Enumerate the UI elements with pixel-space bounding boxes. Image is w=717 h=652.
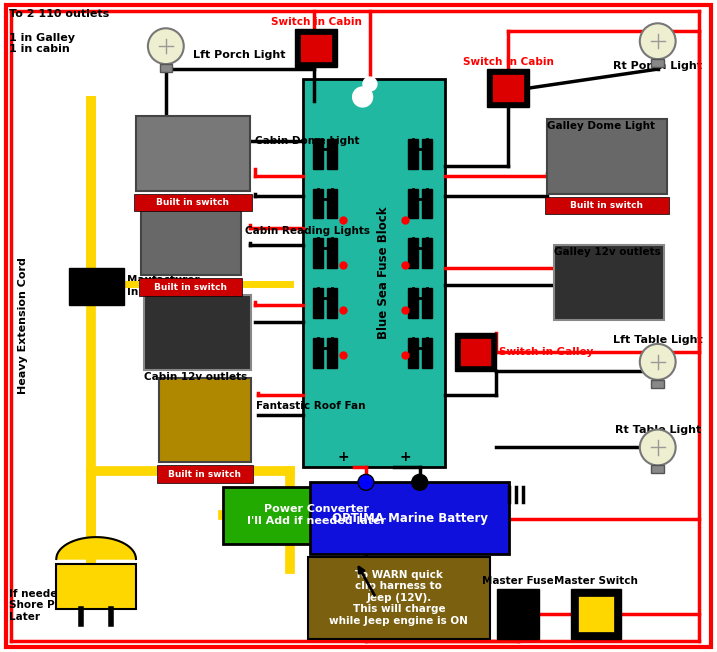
Text: To WARN quick
clip harness to
Jeep (12V).
This will charge
while Jeep engine is : To WARN quick clip harness to Jeep (12V)… — [329, 570, 468, 626]
Bar — [547, 119, 667, 194]
Bar — [571, 589, 621, 639]
Circle shape — [640, 344, 675, 379]
Text: Maufacturer
In Line Fuse: Maufacturer In Line Fuse — [127, 275, 199, 297]
Bar — [300, 35, 332, 62]
Bar — [327, 288, 337, 318]
Bar — [310, 482, 509, 554]
Bar — [313, 288, 323, 318]
Text: Switch in Galley: Switch in Galley — [500, 347, 594, 357]
Bar — [422, 288, 432, 318]
Bar — [295, 29, 337, 67]
Bar — [408, 239, 418, 268]
Bar — [313, 188, 323, 218]
Bar — [498, 589, 539, 639]
Text: Rt Porch Light: Rt Porch Light — [613, 61, 702, 71]
Text: +: + — [399, 451, 411, 464]
Bar — [488, 69, 529, 107]
Bar — [303, 79, 445, 467]
Text: Fantastic Roof Fan: Fantastic Roof Fan — [257, 401, 366, 411]
Text: Switch in Cabin: Switch in Cabin — [463, 57, 554, 67]
Bar — [493, 74, 524, 102]
Bar — [157, 466, 253, 483]
Text: +: + — [364, 77, 376, 91]
Bar — [652, 59, 664, 67]
Bar — [554, 245, 664, 320]
Bar — [422, 139, 432, 169]
Text: Master Switch: Master Switch — [554, 576, 638, 586]
Bar — [70, 268, 124, 305]
Bar — [159, 378, 252, 462]
Text: Power Converter
I'll Add if needed later: Power Converter I'll Add if needed later — [247, 505, 386, 526]
Circle shape — [358, 475, 374, 490]
Bar — [313, 139, 323, 169]
Text: Built in switch: Built in switch — [571, 201, 643, 210]
Text: Lft Table Light: Lft Table Light — [613, 335, 703, 345]
Bar — [136, 116, 250, 190]
Bar — [545, 196, 669, 215]
Text: Lft Porch Light: Lft Porch Light — [193, 50, 285, 60]
Circle shape — [148, 28, 184, 64]
Bar — [313, 239, 323, 268]
Bar — [652, 466, 664, 473]
Bar — [308, 557, 490, 639]
Bar — [222, 487, 410, 544]
Bar — [327, 239, 337, 268]
Text: To 2 110 outlets

1 in Galley
1 in cabin: To 2 110 outlets 1 in Galley 1 in cabin — [9, 9, 110, 54]
Bar — [160, 64, 172, 72]
Text: Built in switch: Built in switch — [156, 198, 229, 207]
Bar — [422, 188, 432, 218]
Bar — [652, 379, 664, 388]
Bar — [327, 338, 337, 368]
Bar — [313, 338, 323, 368]
Text: OPTIMA Marine Battery: OPTIMA Marine Battery — [332, 512, 488, 525]
Text: Built in switch: Built in switch — [154, 283, 227, 291]
Text: Blue Sea Fuse Block: Blue Sea Fuse Block — [377, 207, 390, 340]
Text: Galley 12v outlets: Galley 12v outlets — [554, 247, 661, 258]
Text: Master Fuse: Master Fuse — [483, 576, 554, 586]
Bar — [422, 338, 432, 368]
Text: Switch in Cabin: Switch in Cabin — [271, 18, 361, 27]
Text: +: + — [337, 451, 348, 464]
Bar — [578, 596, 614, 632]
Circle shape — [640, 23, 675, 59]
Text: Cabin 12v outlets: Cabin 12v outlets — [144, 372, 247, 382]
Text: If needed I'll add
Shore Power
Later: If needed I'll add Shore Power Later — [9, 589, 109, 622]
Bar — [139, 278, 242, 296]
Bar — [408, 288, 418, 318]
Bar — [327, 188, 337, 218]
Bar — [455, 333, 496, 371]
Text: Cabin Reading Lights: Cabin Reading Lights — [245, 226, 371, 237]
Polygon shape — [57, 537, 136, 559]
Bar — [408, 139, 418, 169]
Circle shape — [363, 77, 377, 91]
Circle shape — [640, 430, 675, 466]
Bar — [134, 194, 252, 211]
Bar — [408, 188, 418, 218]
Bar — [144, 295, 252, 370]
Bar — [408, 338, 418, 368]
Circle shape — [412, 475, 428, 490]
Text: Built in switch: Built in switch — [168, 470, 241, 479]
Text: Heavy Extension Cord: Heavy Extension Cord — [19, 258, 29, 394]
Text: Galley Dome Light: Galley Dome Light — [547, 121, 655, 131]
Bar — [422, 239, 432, 268]
Bar — [57, 564, 136, 609]
Bar — [141, 211, 240, 275]
Text: +: + — [356, 88, 369, 106]
Bar — [460, 338, 491, 366]
Text: Rt Table Light: Rt Table Light — [614, 424, 701, 434]
Bar — [327, 139, 337, 169]
Text: Cabin Dome Light: Cabin Dome Light — [255, 136, 360, 146]
Circle shape — [353, 87, 373, 107]
